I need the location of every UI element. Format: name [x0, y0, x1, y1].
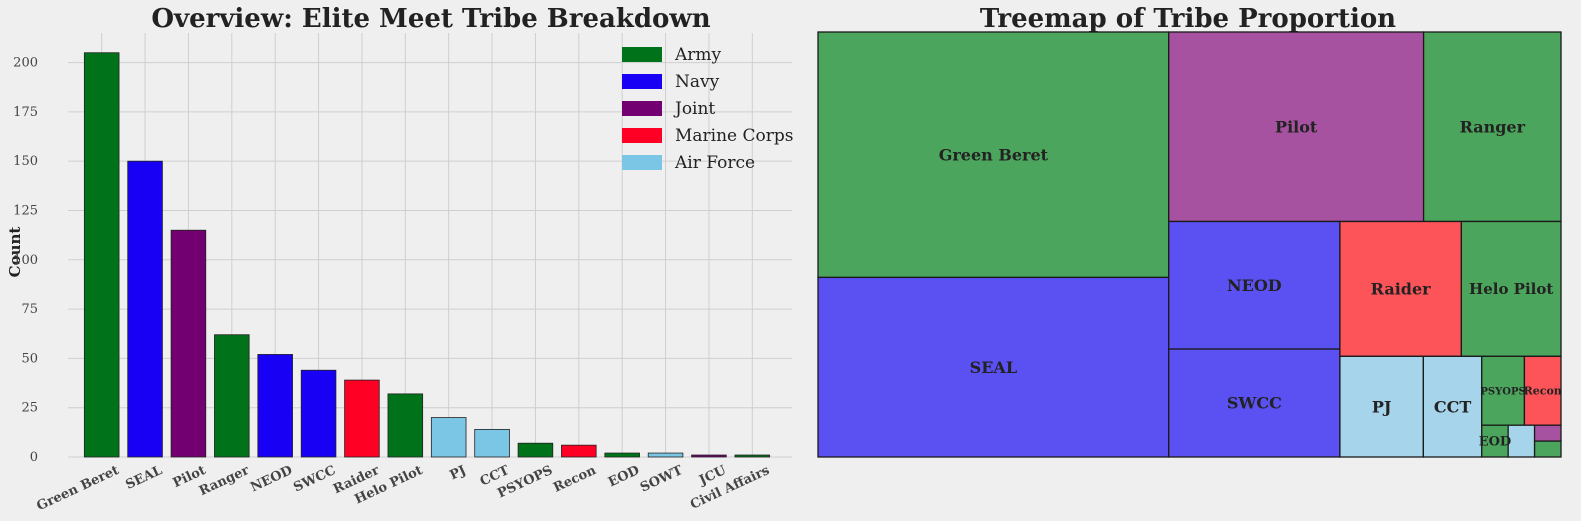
bar-pj	[430, 417, 467, 458]
y-tick-label: 50	[21, 351, 38, 366]
treemap-label-neod: NEOD	[1227, 276, 1282, 295]
treemap-label-recon: Recon	[1524, 385, 1562, 398]
treemap-tile-civil-affairs	[1533, 440, 1562, 458]
treemap-tile-cct	[1422, 355, 1483, 458]
y-tick-label: 0	[30, 450, 38, 465]
treemap-tile-seal	[817, 276, 1170, 458]
x-tick-label: Green Beret	[35, 463, 122, 514]
treemap-tile-pilot	[1168, 31, 1425, 223]
treemap: Treemap of Tribe Proportion Green Beret S…	[817, 4, 1562, 458]
legend-label-air-force: Air Force	[674, 153, 755, 173]
x-tick-label: Recon	[551, 463, 599, 496]
y-tick-label: 200	[13, 56, 38, 71]
treemap-tile-raider	[1339, 220, 1463, 357]
x-tick-label: SEAL	[123, 463, 164, 493]
bar-swcc	[300, 369, 337, 458]
legend-label-joint: Joint	[673, 99, 715, 119]
bar-raider	[344, 379, 380, 458]
treemap-label-eod: EOD	[1479, 435, 1512, 450]
y-axis-ticks: 0 25 50 75 100 125 150 175 200	[13, 56, 38, 465]
bar-ranger	[214, 334, 250, 458]
treemap-label-pilot: Pilot	[1275, 117, 1318, 136]
bar-psyops	[517, 442, 554, 458]
legend-swatch-joint	[622, 101, 662, 116]
x-axis-ticks: Green Beret SEAL PilotRangerNEODSWCCRaider…	[35, 463, 772, 514]
y-tick-label: 175	[13, 105, 38, 120]
legend-label-navy: Navy	[675, 72, 720, 92]
treemap-label-green-beret: Green Beret	[939, 145, 1049, 164]
y-tick-label: 125	[13, 203, 38, 218]
x-tick-label: PJ	[448, 463, 469, 483]
y-tick-label: 25	[21, 401, 38, 416]
treemap-label-psyops: PSYOPS	[1480, 386, 1525, 397]
y-tick-label: 150	[13, 154, 38, 169]
x-tick-label: Civil Affairs	[688, 463, 772, 513]
bar-civil-affairs	[734, 454, 771, 458]
legend-label-army: Army	[674, 45, 722, 65]
treemap-tile-recon	[1523, 355, 1562, 426]
x-tick-label: SOWT	[638, 463, 685, 496]
x-tick-label: Ranger	[197, 463, 252, 499]
treemap-tile-jcu	[1533, 424, 1562, 442]
bar-series	[83, 52, 771, 458]
treemap-tile-pj	[1339, 355, 1424, 458]
treemap-labels: Green Beret SEAL Pilot Ranger NEOD SWCC Raider…	[939, 117, 1562, 449]
x-tick-label: NEOD	[248, 463, 295, 495]
y-tick-label: 100	[13, 253, 38, 268]
bar-recon	[561, 444, 597, 458]
bar-seal	[127, 160, 163, 458]
treemap-label-seal: SEAL	[970, 358, 1017, 377]
x-tick-label: SWCC	[291, 463, 338, 495]
treemap-tile-ranger	[1422, 31, 1562, 223]
legend-swatch-marine-corps	[622, 128, 662, 143]
legend: Army Navy Joint Marine Corps Air Force	[622, 45, 794, 173]
treemap-label-pj: PJ	[1372, 397, 1392, 416]
treemap-tile-helo-pilot	[1460, 220, 1562, 357]
bar-chart: Overview: Elite Meet Tribe Breakdown Cou…	[6, 4, 794, 514]
treemap-tile-green-beret	[817, 31, 1170, 279]
treemap-label-swcc: SWCC	[1227, 394, 1282, 413]
legend-swatch-navy	[622, 74, 662, 89]
bar-sowt	[647, 452, 684, 458]
legend-swatch-air-force	[622, 155, 662, 170]
treemap-label-raider: Raider	[1371, 280, 1431, 299]
y-axis-label: Count	[6, 227, 24, 278]
treemap-tile-swcc	[1168, 348, 1341, 458]
bar-chart-title: Overview: Elite Meet Tribe Breakdown	[151, 4, 710, 34]
treemap-title: Treemap of Tribe Proportion	[980, 4, 1396, 34]
bar-green-beret	[83, 52, 120, 458]
x-tick-label: EOD	[606, 463, 642, 490]
legend-swatch-army	[622, 47, 662, 62]
treemap-label-helo-pilot: Helo Pilot	[1469, 280, 1553, 298]
bar-neod	[257, 354, 293, 458]
treemap-label-ranger: Ranger	[1460, 117, 1526, 136]
bar-pilot	[170, 229, 207, 458]
treemap-tile-neod	[1168, 220, 1341, 350]
legend-label-marine-corps: Marine Corps	[675, 126, 794, 146]
treemap-label-cct: CCT	[1434, 397, 1471, 416]
bar-cct	[474, 428, 510, 458]
treemap-tile-sowt	[1507, 424, 1536, 458]
y-tick-label: 75	[21, 302, 38, 317]
bar-jcu	[691, 454, 727, 458]
treemap-tiles	[817, 31, 1562, 458]
bar-helo-pilot	[387, 393, 424, 458]
bar-eod	[604, 452, 640, 458]
